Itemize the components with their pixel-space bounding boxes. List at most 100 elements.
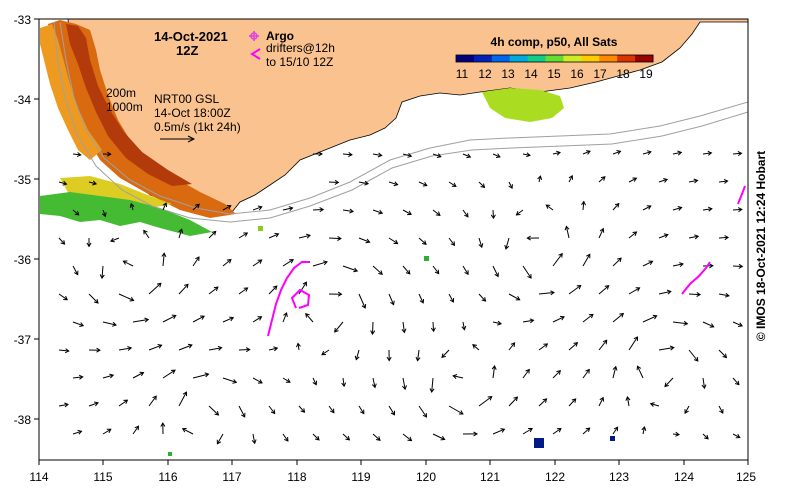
current-arrow-head	[679, 262, 684, 268]
current-arrow	[178, 283, 189, 295]
current-arrow	[628, 336, 638, 351]
current-arrow-head	[144, 317, 150, 323]
current-arrow-head	[738, 322, 743, 327]
current-arrow-head	[187, 343, 193, 349]
current-arrow-head	[604, 285, 610, 290]
current-arrow-head	[449, 297, 455, 303]
current-arrow-head	[422, 182, 428, 187]
current-arrow-head	[435, 211, 441, 216]
x-tick-label: 116	[158, 470, 177, 484]
current-arrow-head	[296, 342, 301, 348]
current-arrow-head	[494, 272, 499, 278]
x-tick-label: 124	[674, 470, 694, 484]
argo-legend-icon	[249, 31, 259, 41]
current-arrow-head	[497, 320, 502, 326]
current-arrow-head	[365, 238, 371, 244]
current-arrow-head	[543, 343, 549, 348]
drifter-track-loop	[290, 288, 311, 309]
y-tick-label: -34	[14, 93, 32, 107]
current-arrow-head	[510, 342, 516, 347]
current-arrow	[372, 433, 381, 441]
current-arrow	[568, 398, 577, 407]
current-arrow	[552, 253, 563, 267]
current-arrow-head	[515, 296, 521, 301]
sst-orange-fringe	[40, 24, 102, 160]
current-arrow-head	[337, 291, 343, 297]
current-arrow-head	[421, 240, 427, 245]
current-arrow	[598, 397, 604, 407]
current-arrow-head	[422, 412, 428, 418]
current-arrow	[628, 177, 637, 183]
current-arrow-head	[617, 257, 622, 263]
colorbar-tick-label: 16	[570, 67, 584, 81]
current-arrow	[522, 153, 531, 156]
colorbar-swatch	[599, 55, 618, 62]
current-arrow-head	[556, 427, 562, 433]
current-arrow	[118, 399, 128, 407]
current-arrow	[252, 433, 256, 444]
current-vector-field	[58, 150, 744, 445]
current-arrow-head	[537, 175, 543, 181]
current-arrow-head	[93, 298, 99, 304]
current-arrow-head	[693, 357, 699, 362]
current-arrow	[388, 405, 395, 416]
current-arrow	[282, 433, 289, 442]
current-arrow-head	[377, 152, 383, 158]
current-arrow	[492, 209, 494, 219]
current-arrow	[492, 153, 501, 158]
current-arrow-head	[361, 303, 367, 309]
current-arrow-head	[525, 368, 530, 374]
current-arrow	[478, 293, 486, 302]
current-arrow	[612, 203, 620, 211]
current-arrow-head	[273, 346, 279, 352]
current-arrow-head	[143, 229, 148, 235]
current-arrow	[453, 375, 464, 379]
current-arrow	[612, 313, 624, 323]
current-arrow-head	[576, 284, 582, 290]
current-arrow-head	[633, 336, 639, 342]
current-arrow-head	[401, 328, 407, 334]
current-arrow-head	[664, 382, 669, 388]
x-tick-label: 115	[93, 470, 112, 484]
current-arrow	[462, 209, 469, 218]
current-arrow-head	[211, 230, 217, 236]
current-arrow	[418, 237, 427, 245]
current-arrow	[118, 347, 132, 351]
current-arrow	[672, 207, 682, 211]
product-label: NRT00 GSL	[154, 92, 219, 106]
current-arrow	[252, 206, 262, 211]
drifter-track-west	[267, 261, 310, 337]
isobath-200m	[59, 21, 748, 215]
current-arrow-head	[152, 395, 157, 401]
current-arrow-head	[393, 181, 399, 187]
colorbar-tick-label: 12	[478, 67, 492, 81]
current-arrow-head	[216, 439, 222, 445]
current-arrow	[582, 150, 591, 155]
current-arrow	[448, 237, 455, 246]
current-arrow-head	[314, 435, 320, 441]
current-arrow-head	[157, 344, 163, 349]
current-arrow-head	[527, 274, 532, 279]
sst-pixel-a	[424, 256, 429, 261]
map-time-title: 12Z	[176, 43, 198, 58]
current-arrow-head	[312, 380, 318, 386]
current-arrow-head	[571, 398, 577, 403]
current-arrow	[110, 237, 120, 242]
current-arrow-head	[251, 439, 257, 445]
current-arrow-head	[737, 207, 743, 213]
current-arrow	[342, 377, 345, 387]
current-arrow-head	[619, 312, 625, 318]
current-arrow-head	[106, 151, 112, 157]
colorbar-frame	[455, 54, 654, 63]
current-arrow-head	[200, 315, 205, 320]
current-arrow-head	[545, 204, 551, 209]
current-arrow-head	[669, 345, 675, 351]
current-arrow-head	[289, 259, 294, 264]
current-arrow	[208, 286, 219, 295]
current-arrow	[358, 181, 369, 185]
colorbar-title: 4h comp, p50, All Sats	[491, 35, 618, 49]
colorbar-swatch	[635, 55, 654, 62]
current-arrow	[252, 377, 263, 384]
current-arrow	[282, 312, 288, 323]
